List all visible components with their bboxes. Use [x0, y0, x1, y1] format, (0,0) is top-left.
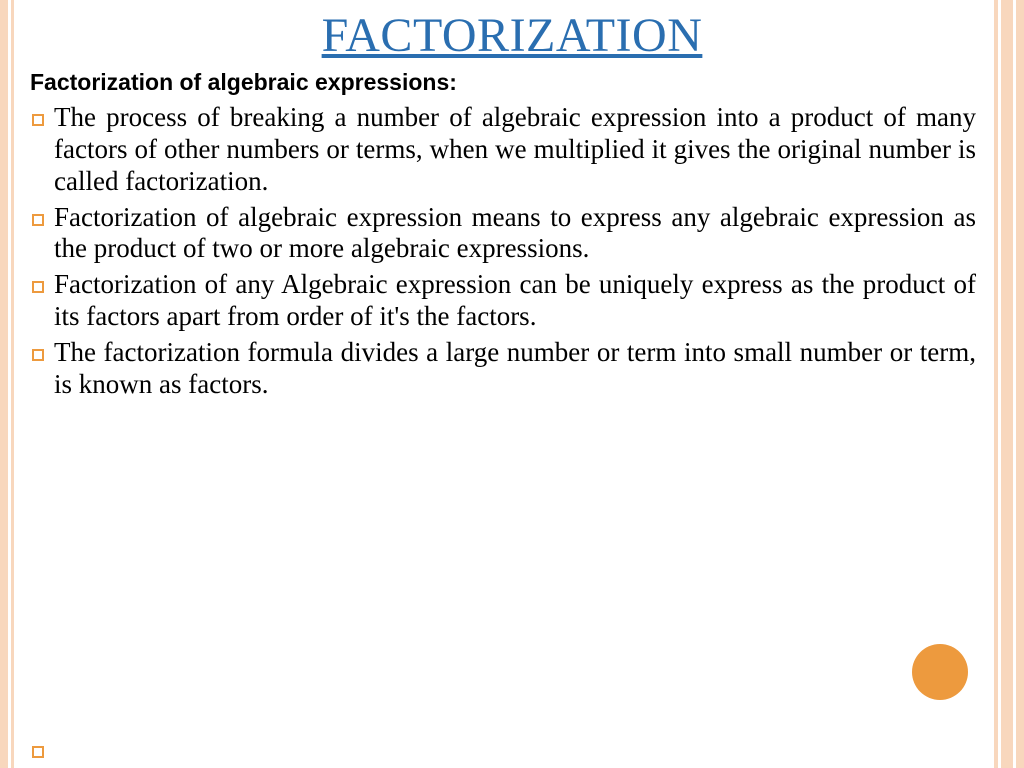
- bullet-text: The process of breaking a number of alge…: [54, 102, 976, 198]
- bullet-item: Factorization of any Algebraic expressio…: [30, 269, 976, 333]
- bullet-marker-icon: [32, 349, 44, 361]
- slide-title: FACTORIZATION: [0, 0, 1024, 63]
- empty-bullet-marker-icon: [32, 746, 44, 758]
- slide: FACTORIZATION Factorization of algebraic…: [0, 0, 1024, 768]
- bullet-text: Factorization of any Algebraic expressio…: [54, 269, 976, 333]
- bullet-item: Factorization of algebraic expression me…: [30, 202, 976, 266]
- bullet-item: The factorization formula divides a larg…: [30, 337, 976, 401]
- subtitle: Factorization of algebraic expressions:: [30, 69, 976, 96]
- left-border-decoration: [0, 0, 14, 768]
- bullet-marker-icon: [32, 114, 44, 126]
- bullet-item: The process of breaking a number of alge…: [30, 102, 976, 198]
- circle-decoration-icon: [912, 644, 968, 700]
- right-border-decoration: [994, 0, 1024, 768]
- bullet-marker-icon: [32, 214, 44, 226]
- bullet-marker-icon: [32, 281, 44, 293]
- slide-content: Factorization of algebraic expressions: …: [0, 63, 1024, 401]
- bullet-text: Factorization of algebraic expression me…: [54, 202, 976, 266]
- bullet-text: The factorization formula divides a larg…: [54, 337, 976, 401]
- bullet-list: The process of breaking a number of alge…: [30, 102, 976, 401]
